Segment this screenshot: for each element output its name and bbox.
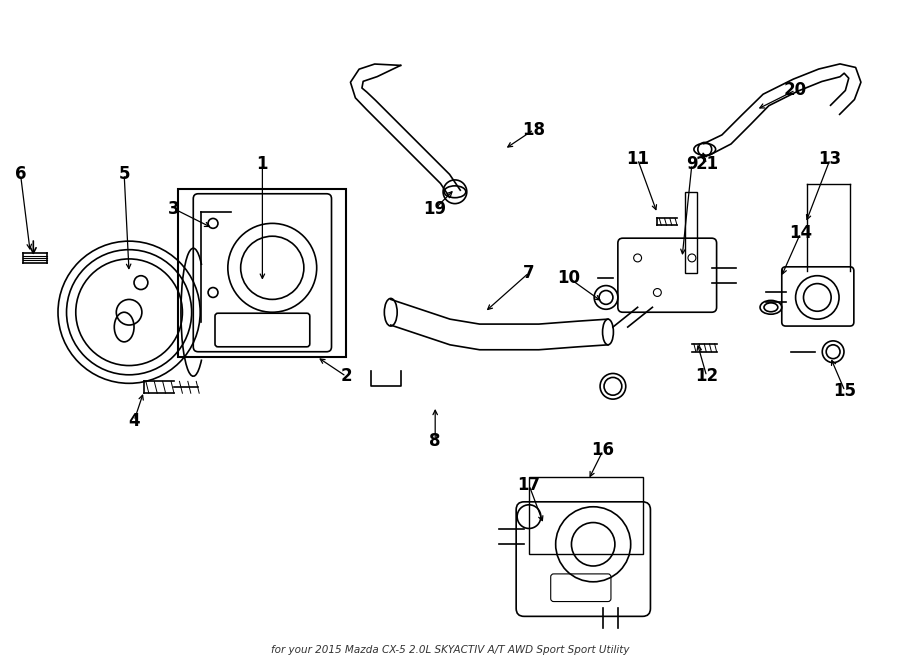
Text: 6: 6 (14, 165, 26, 183)
Text: for your 2015 Mazda CX-5 2.0L SKYACTIV A/T AWD Sport Sport Utility: for your 2015 Mazda CX-5 2.0L SKYACTIV A… (271, 645, 629, 655)
Text: 1: 1 (256, 155, 268, 173)
Text: 10: 10 (557, 269, 580, 287)
Text: 4: 4 (128, 412, 140, 430)
Bar (529, 477, 643, 554)
Text: 11: 11 (626, 150, 649, 168)
Text: 8: 8 (429, 432, 441, 449)
Text: 9: 9 (686, 155, 698, 173)
Text: 15: 15 (833, 382, 857, 401)
Text: 21: 21 (695, 155, 718, 173)
Bar (685, 192, 697, 273)
Text: 19: 19 (424, 199, 446, 218)
Text: 7: 7 (523, 263, 535, 282)
Text: 12: 12 (695, 367, 718, 385)
Text: 13: 13 (819, 150, 842, 168)
Text: 17: 17 (518, 476, 541, 494)
Text: 14: 14 (789, 224, 812, 242)
Text: 16: 16 (591, 442, 615, 459)
Text: 5: 5 (119, 165, 130, 183)
Text: 3: 3 (167, 199, 179, 218)
Text: 18: 18 (522, 120, 545, 138)
Text: 2: 2 (340, 367, 352, 385)
Bar (178, 189, 346, 357)
Text: 20: 20 (784, 81, 807, 99)
